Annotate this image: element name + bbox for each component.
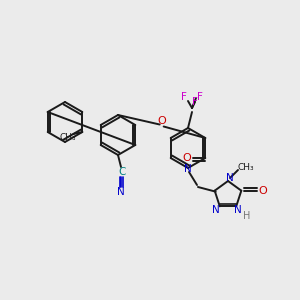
- Text: CH₃: CH₃: [238, 163, 254, 172]
- Text: O: O: [182, 153, 191, 163]
- Text: N: N: [212, 205, 220, 215]
- Text: N: N: [226, 173, 234, 183]
- Text: O: O: [258, 186, 267, 196]
- Text: F: F: [181, 92, 187, 102]
- Text: C: C: [118, 167, 126, 177]
- Text: CH₃: CH₃: [59, 134, 76, 142]
- Text: N: N: [117, 187, 125, 197]
- Text: O: O: [157, 116, 166, 125]
- Text: F: F: [197, 92, 203, 102]
- Text: F: F: [192, 97, 198, 107]
- Text: N: N: [234, 205, 242, 215]
- Text: N: N: [184, 164, 192, 174]
- Text: H: H: [242, 211, 250, 221]
